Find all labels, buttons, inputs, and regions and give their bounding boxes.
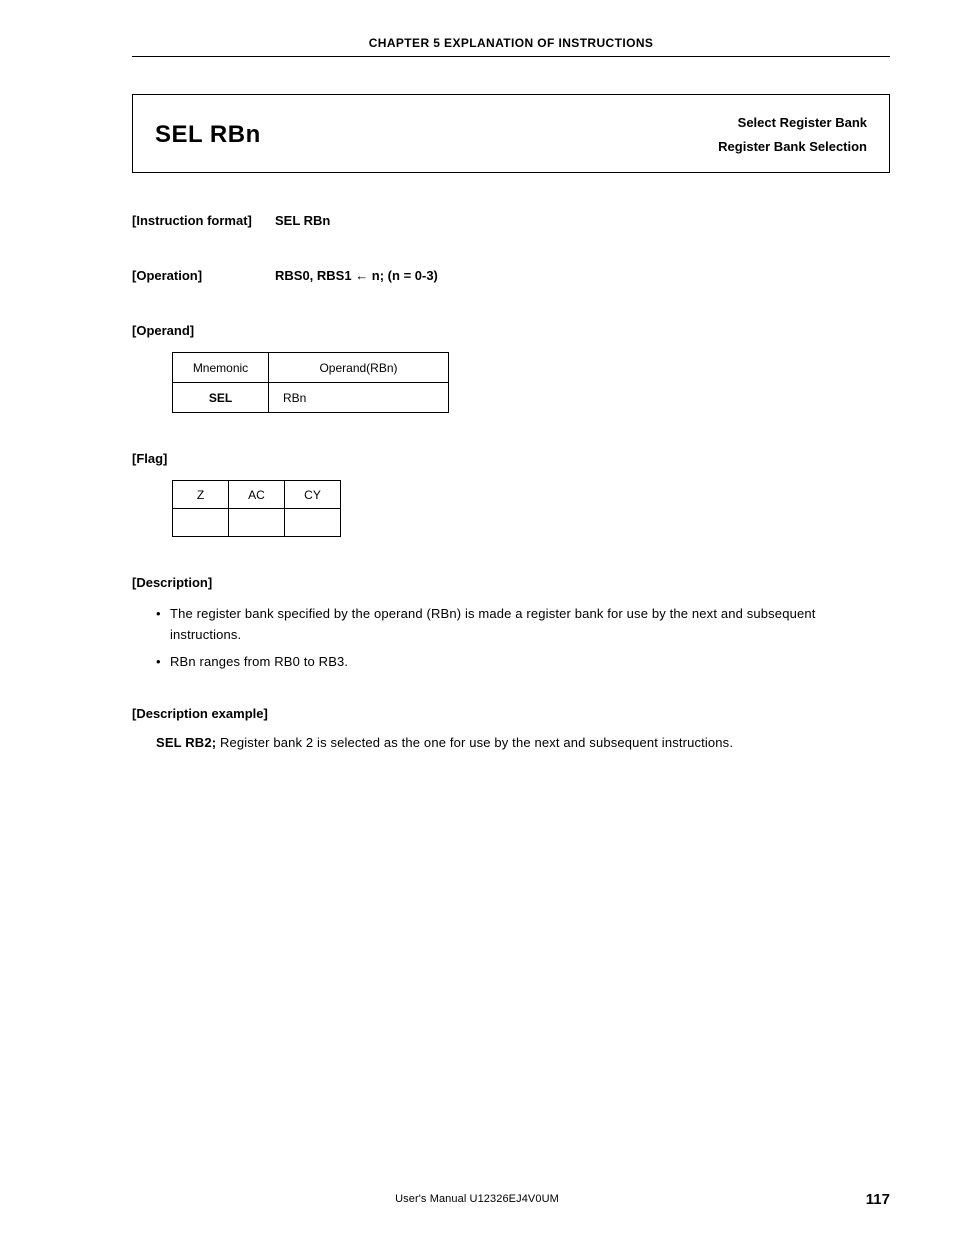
list-item: RBn ranges from RB0 to RB3.: [156, 652, 890, 673]
flag-value-ac: [229, 509, 285, 537]
instruction-format-row: [Instruction format] SEL RBn: [132, 213, 890, 228]
title-right: Select Register Bank Register Bank Selec…: [718, 115, 867, 154]
chapter-header: CHAPTER 5 EXPLANATION OF INSTRUCTIONS: [132, 36, 890, 57]
flag-header-ac: AC: [229, 481, 285, 509]
example-rest: Register bank 2 is selected as the one f…: [216, 735, 733, 750]
title-line2: Register Bank Selection: [718, 139, 867, 154]
operand-label: [Operand]: [132, 323, 890, 338]
table-row: Mnemonic Operand(RBn): [173, 353, 449, 383]
operand-cell-operand: RBn: [269, 383, 449, 413]
page-footer: User's Manual U12326EJ4V0UM 117: [68, 1193, 886, 1205]
flag-label: [Flag]: [132, 451, 890, 466]
example-bold: SEL RB2;: [156, 735, 216, 750]
footer-text: User's Manual U12326EJ4V0UM: [395, 1193, 559, 1205]
content-area: [Instruction format] SEL RBn [Operation]…: [132, 213, 890, 750]
example-text: SEL RB2; Register bank 2 is selected as …: [156, 735, 890, 750]
operation-value: RBS0, RBS1 ← n; (n = 0-3): [275, 268, 438, 283]
flag-value-cy: [285, 509, 341, 537]
description-list: The register bank specified by the opera…: [156, 604, 890, 672]
operand-header-operand: Operand(RBn): [269, 353, 449, 383]
instruction-format-value: SEL RBn: [275, 213, 330, 228]
operand-header-mnemonic: Mnemonic: [173, 353, 269, 383]
title-line1: Select Register Bank: [718, 115, 867, 130]
list-item: The register bank specified by the opera…: [156, 604, 890, 646]
operand-cell-mnemonic: SEL: [173, 383, 269, 413]
operand-table: Mnemonic Operand(RBn) SEL RBn: [172, 352, 449, 413]
operation-row: [Operation] RBS0, RBS1 ← n; (n = 0-3): [132, 268, 890, 283]
operation-label: [Operation]: [132, 268, 275, 283]
table-row: Z AC CY: [173, 481, 341, 509]
instruction-title-box: SEL RBn Select Register Bank Register Ba…: [132, 94, 890, 173]
title-mnemonic: SEL RBn: [155, 121, 261, 149]
flag-value-z: [173, 509, 229, 537]
table-row: [173, 509, 341, 537]
page-number: 117: [866, 1191, 890, 1208]
flag-table: Z AC CY: [172, 480, 341, 537]
flag-header-cy: CY: [285, 481, 341, 509]
flag-header-z: Z: [173, 481, 229, 509]
example-label: [Description example]: [132, 706, 890, 721]
table-row: SEL RBn: [173, 383, 449, 413]
instruction-format-label: [Instruction format]: [132, 213, 275, 228]
description-label: [Description]: [132, 575, 890, 590]
